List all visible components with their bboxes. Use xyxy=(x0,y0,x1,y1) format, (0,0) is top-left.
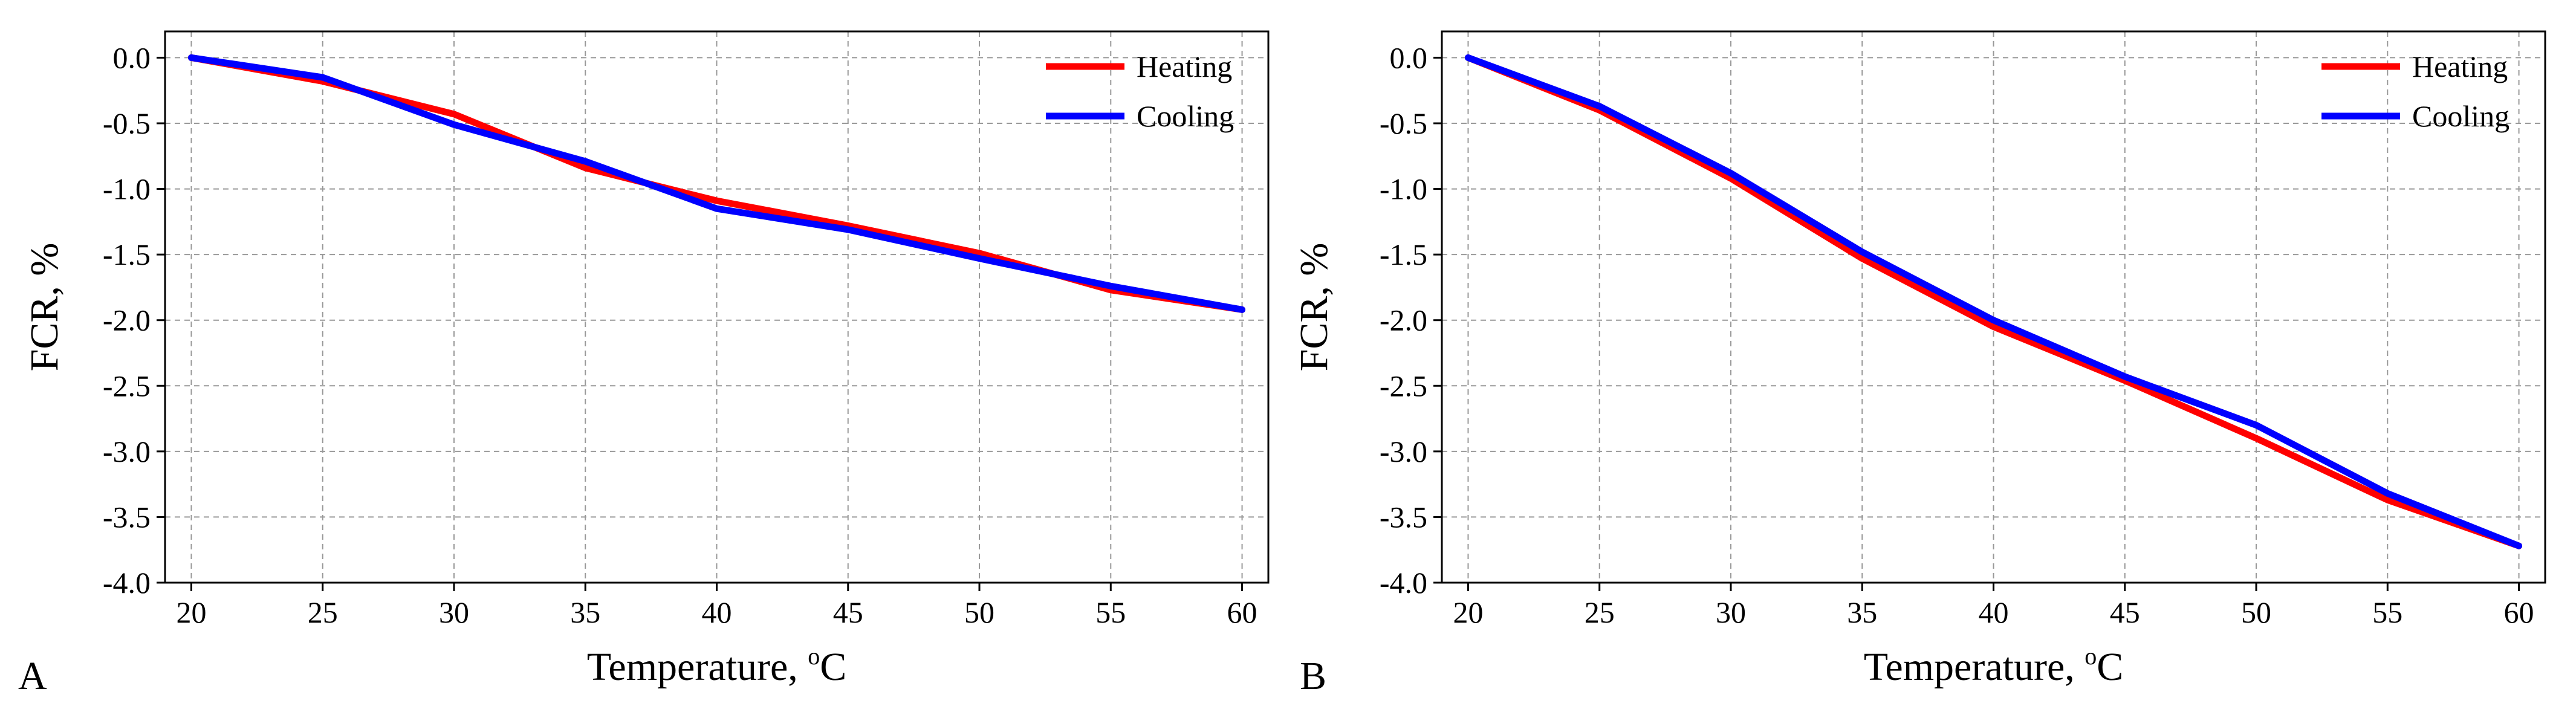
y-tick-label: -3.5 xyxy=(103,500,151,534)
y-tick-label: -0.5 xyxy=(103,106,151,140)
legend-label-heating: Heating xyxy=(1137,50,1232,83)
x-axis-title-main: Temperature, xyxy=(1864,645,2085,689)
x-tick-label: 45 xyxy=(833,595,863,629)
y-axis-title: FCR, % xyxy=(1292,243,1336,372)
x-tick-label: 40 xyxy=(702,595,732,629)
y-tick-label: -1.5 xyxy=(1380,238,1427,271)
y-tick-label: 0.0 xyxy=(1390,40,1428,74)
legend-label-cooling: Cooling xyxy=(2412,99,2509,133)
y-tick-label: -1.0 xyxy=(103,172,151,206)
panel-label: B xyxy=(1300,654,1326,698)
x-tick-label: 35 xyxy=(570,595,600,629)
y-tick-label: -3.0 xyxy=(103,435,151,468)
x-tick-label: 60 xyxy=(1227,595,1257,629)
y-tick-label: -3.0 xyxy=(1380,435,1427,468)
x-axis-title: Temperature, oC xyxy=(587,642,847,689)
chart-panel-a: 20 25 30 35 40 45 50 55 60 0.0 -0.5 -1.0 -1.5 -2.0 -2.… xyxy=(18,30,1270,698)
x-tick-label: 45 xyxy=(2110,595,2140,629)
x-axis-title-unit: C xyxy=(820,645,846,689)
y-tick-label: -2.0 xyxy=(103,303,151,337)
y-tick-label: -1.5 xyxy=(103,238,151,271)
x-axis-title-unit: C xyxy=(2097,645,2123,689)
y-tick-label: -2.5 xyxy=(103,369,151,403)
x-tick-label: 20 xyxy=(1453,595,1483,629)
y-tick-label: -2.5 xyxy=(1380,369,1427,403)
x-axis-title-main: Temperature, xyxy=(587,645,808,689)
y-tick-label: -3.5 xyxy=(1380,500,1427,534)
series-line-heating xyxy=(187,54,1246,313)
x-tick-label: 25 xyxy=(308,595,338,629)
y-tick-label: -1.0 xyxy=(1380,172,1427,206)
y-axis-title: FCR, % xyxy=(22,243,67,372)
panel-label: A xyxy=(18,654,47,698)
x-axis-title-degree: o xyxy=(808,642,820,670)
x-tick-label: 55 xyxy=(1095,595,1126,629)
series-line-cooling xyxy=(1464,54,2523,549)
x-tick-label: 25 xyxy=(1585,595,1615,629)
x-tick-label: 50 xyxy=(964,595,994,629)
x-axis-title: Temperature, oC xyxy=(1864,642,2124,689)
chart-panel-b: 20 25 30 35 40 45 50 55 60 0.0 -0.5 -1.0 -1.5 -2.0 -2.… xyxy=(1292,30,2546,698)
x-tick-label: 20 xyxy=(176,595,206,629)
legend-label-cooling: Cooling xyxy=(1137,99,1234,133)
x-tick-label: 30 xyxy=(1716,595,1746,629)
y-tick-label: -0.5 xyxy=(1380,106,1427,140)
legend-label-heating: Heating xyxy=(2412,50,2508,83)
x-tick-label: 35 xyxy=(1847,595,1877,629)
y-tick-label: -4.0 xyxy=(103,566,151,600)
series-line-cooling xyxy=(187,54,1246,313)
x-tick-label: 60 xyxy=(2504,595,2534,629)
y-tick-label: 0.0 xyxy=(113,40,151,74)
y-tick-label: -4.0 xyxy=(1380,566,1427,600)
x-tick-label: 40 xyxy=(1979,595,2009,629)
x-tick-label: 30 xyxy=(439,595,469,629)
x-tick-label: 55 xyxy=(2372,595,2402,629)
series-line-heating xyxy=(1464,54,2523,549)
y-tick-label: -2.0 xyxy=(1380,303,1427,337)
x-tick-label: 50 xyxy=(2241,595,2271,629)
x-axis-title-degree: o xyxy=(2084,642,2097,670)
